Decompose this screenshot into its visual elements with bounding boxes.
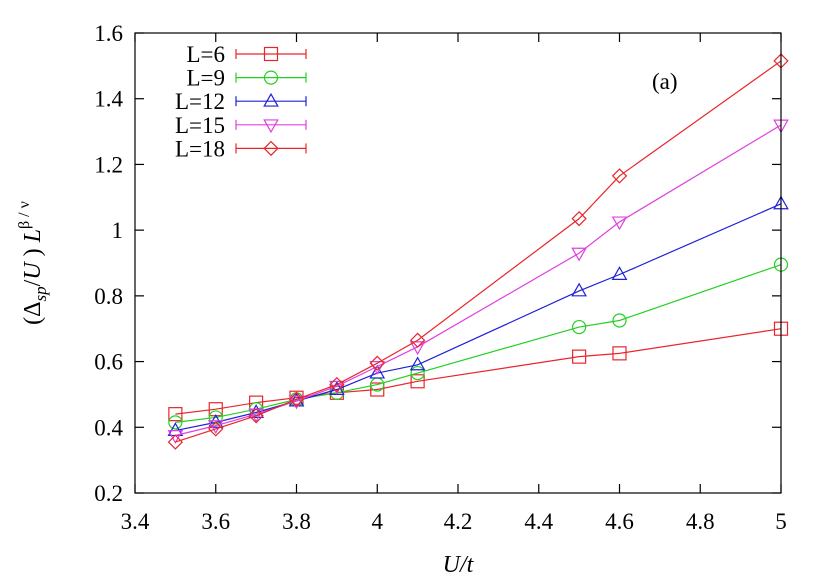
legend-entry: L=12 bbox=[175, 89, 307, 114]
series-line bbox=[175, 124, 782, 437]
series-L=15 bbox=[167, 119, 789, 444]
data-point bbox=[369, 364, 386, 379]
ylabel-sub: sp bbox=[31, 286, 50, 301]
legend-label: L=9 bbox=[186, 66, 225, 91]
legend-entry: L=9 bbox=[186, 66, 307, 91]
series-L=9 bbox=[168, 257, 789, 430]
data-point bbox=[329, 376, 345, 393]
x-tick-label: 3.8 bbox=[282, 509, 311, 534]
legend-marker bbox=[263, 70, 279, 85]
data-point bbox=[288, 391, 305, 408]
ylabel-l: L bbox=[20, 229, 46, 243]
series-line bbox=[175, 264, 782, 423]
y-axis-label: (Δsp/U ) Lβ / ν bbox=[16, 201, 50, 325]
data-point bbox=[571, 210, 587, 227]
series-line bbox=[175, 60, 782, 443]
legend-marker bbox=[263, 119, 279, 134]
y-tick-label: 1.2 bbox=[94, 152, 123, 177]
y-tick-label: 0.8 bbox=[94, 284, 123, 309]
data-point bbox=[369, 361, 386, 375]
legend-entry: L=15 bbox=[175, 113, 307, 138]
data-point bbox=[410, 365, 425, 381]
x-tick-label: 4.4 bbox=[524, 509, 553, 534]
data-point bbox=[168, 407, 183, 422]
data-point bbox=[611, 216, 628, 231]
y-tick-label: 0.6 bbox=[94, 350, 123, 375]
legend-label: L=15 bbox=[175, 113, 225, 138]
x-tick-label: 3.4 bbox=[121, 509, 150, 534]
legend-marker bbox=[263, 46, 279, 62]
ylabel-mid: / bbox=[20, 279, 46, 286]
x-axis: 3.4 3.6 3.8 4 4.2 4.4 4.6 4.8 5 bbox=[121, 33, 787, 534]
x-tick-label: 3.6 bbox=[201, 509, 230, 534]
data-point bbox=[409, 332, 426, 348]
legend-entry: L=6 bbox=[186, 42, 307, 67]
series-line bbox=[175, 328, 782, 415]
panel-annotation: (a) bbox=[652, 69, 678, 94]
data-point bbox=[612, 313, 627, 328]
y-tick-label: 1.6 bbox=[94, 21, 123, 46]
data-point bbox=[207, 420, 224, 435]
data-point bbox=[168, 415, 183, 430]
y-tick-label: 1.4 bbox=[94, 87, 123, 112]
data-point bbox=[167, 434, 184, 450]
x-tick-label: 4.8 bbox=[686, 509, 715, 534]
legend-marker bbox=[263, 140, 279, 157]
legend-label: L=6 bbox=[186, 42, 225, 67]
y-axis: 0.2 0.4 0.6 0.8 1 1.2 1.4 1.6 bbox=[94, 21, 781, 506]
y-tick-label: 0.4 bbox=[94, 415, 123, 440]
series-layer bbox=[167, 53, 789, 450]
data-point bbox=[248, 404, 264, 418]
series-L=18 bbox=[167, 53, 789, 450]
series-line bbox=[175, 203, 782, 432]
data-point bbox=[571, 247, 587, 262]
data-point bbox=[167, 430, 184, 444]
data-point bbox=[248, 408, 264, 424]
data-point bbox=[369, 355, 385, 371]
x-tick-label: 4.6 bbox=[605, 509, 634, 534]
ylabel-u: U bbox=[20, 261, 46, 280]
data-point bbox=[410, 374, 425, 389]
legend: L=6L=9L=12L=15L=18 bbox=[175, 42, 307, 161]
data-point bbox=[572, 349, 587, 364]
y-tick-label: 1 bbox=[112, 218, 124, 243]
ylabel-sup: β / ν bbox=[16, 201, 33, 229]
series-L=12 bbox=[167, 195, 789, 437]
data-point bbox=[208, 410, 223, 425]
x-axis-label: U/t bbox=[443, 552, 475, 578]
x-tick-label: 5 bbox=[775, 509, 787, 534]
data-point bbox=[409, 356, 426, 371]
data-point bbox=[370, 382, 385, 397]
legend-label: L=18 bbox=[175, 136, 225, 161]
ylabel-close: ) bbox=[20, 242, 46, 262]
data-point bbox=[611, 168, 628, 184]
data-point bbox=[612, 346, 627, 361]
y-tick-label: 0.2 bbox=[94, 481, 123, 506]
data-point bbox=[409, 341, 426, 356]
data-point bbox=[208, 421, 224, 437]
ylabel-open: (Δ bbox=[20, 301, 46, 324]
x-tick-label: 4.2 bbox=[444, 509, 473, 534]
data-point bbox=[611, 266, 628, 280]
legend-entry: L=18 bbox=[175, 136, 307, 161]
legend-marker bbox=[263, 92, 279, 107]
legend-label: L=12 bbox=[175, 89, 225, 114]
x-tick-label: 4 bbox=[372, 509, 384, 534]
data-point bbox=[572, 319, 587, 335]
data-point bbox=[571, 282, 587, 297]
